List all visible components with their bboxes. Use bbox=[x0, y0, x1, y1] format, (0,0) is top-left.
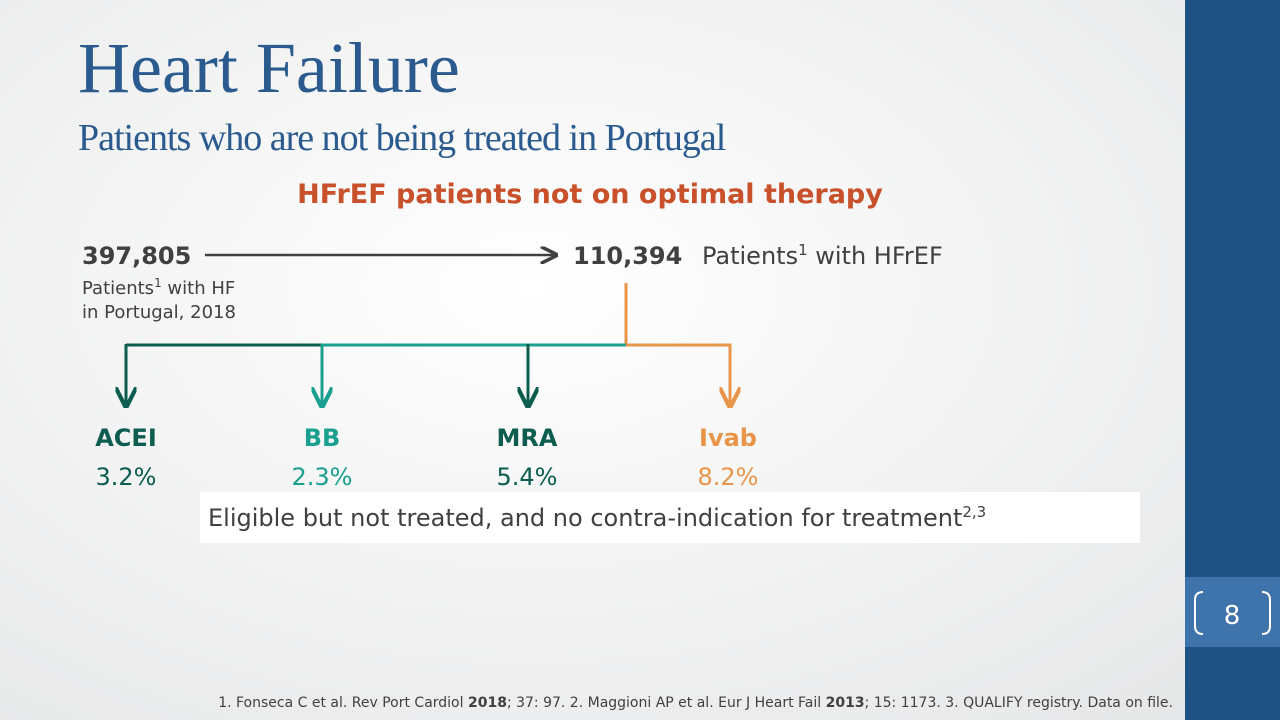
bracket-left bbox=[1194, 591, 1204, 635]
footnote: 1. Fonseca C et al. Rev Port Cardiol 201… bbox=[218, 695, 1173, 711]
footnote-year: 2018 bbox=[468, 695, 507, 711]
branch-name: Ivab bbox=[699, 424, 757, 452]
subtitle: Patients who are not being treated in Po… bbox=[78, 117, 726, 159]
branch-percent: 3.2% bbox=[96, 463, 157, 491]
label-text: with HFrEF bbox=[808, 242, 943, 270]
label-text: Patients bbox=[82, 278, 154, 299]
heading: HFrEF patients not on optimal therapy bbox=[297, 179, 883, 210]
branch-name: ACEI bbox=[95, 424, 157, 452]
label-text: with HF bbox=[162, 278, 236, 299]
branch-percent: 5.4% bbox=[497, 463, 558, 491]
superscript: 1 bbox=[798, 241, 808, 259]
source-label: in Portugal, 2018 bbox=[82, 302, 236, 323]
background bbox=[0, 0, 1185, 720]
title: Heart Failure bbox=[78, 28, 460, 108]
branches: ACEI 3.2% BB 2.3% MRA 5.4% Ivab 8.2% bbox=[95, 424, 758, 491]
page-number: 8 bbox=[1224, 601, 1241, 631]
bracket-right bbox=[1261, 591, 1271, 635]
source-count: 397,805 bbox=[82, 242, 191, 270]
target-count: 110,394 bbox=[573, 242, 682, 270]
footnote-text: 1. Fonseca C et al. Rev Port Cardiol bbox=[218, 695, 468, 711]
footnote-text: ; 37: 97. 2. Maggioni AP et al. Eur J He… bbox=[507, 695, 826, 711]
source-label: Patients1 with HF bbox=[82, 276, 235, 299]
page-number-box bbox=[1185, 577, 1280, 647]
note-box bbox=[200, 492, 1140, 543]
superscript: 2,3 bbox=[962, 503, 986, 521]
branch-percent: 8.2% bbox=[698, 463, 759, 491]
branch-percent: 2.3% bbox=[292, 463, 353, 491]
label-text: Patients bbox=[702, 242, 798, 270]
target-label: Patients1 with HFrEF bbox=[702, 241, 943, 270]
footnote-text: ; 15: 1173. 3. QUALIFY registry. Data on… bbox=[865, 695, 1173, 711]
note: Eligible but not treated, and no contra-… bbox=[208, 503, 986, 532]
branch-name: BB bbox=[304, 424, 341, 452]
branch-line bbox=[624, 283, 730, 406]
superscript: 1 bbox=[154, 276, 162, 290]
note-text: Eligible but not treated, and no contra-… bbox=[208, 504, 962, 532]
footnote-year: 2013 bbox=[826, 695, 865, 711]
branch-name: MRA bbox=[497, 424, 558, 452]
